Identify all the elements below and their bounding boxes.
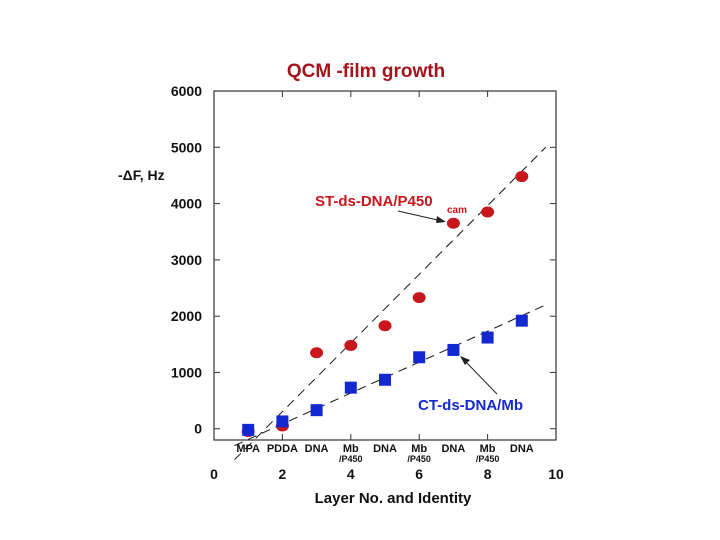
x-tick-label: 4 xyxy=(347,466,355,482)
marker-st-dsdna xyxy=(378,320,392,332)
layer-label-sub: /P450 xyxy=(339,454,363,464)
annotation-ct-dsdna-label: CT-ds-DNA/Mb xyxy=(418,397,523,414)
layer-label: DNA xyxy=(441,443,465,455)
marker-st-dsdna xyxy=(344,339,358,351)
layer-label: DNA xyxy=(373,443,397,455)
marker-st-dsdna xyxy=(481,206,495,218)
x-tick-label: 0 xyxy=(210,466,218,482)
marker-ct-dsdna xyxy=(344,381,357,394)
layer-label-sub: /P450 xyxy=(407,454,431,464)
y-axis-label: -ΔF, Hz xyxy=(118,167,165,183)
marker-ct-dsdna xyxy=(276,415,289,428)
data-markers xyxy=(241,171,529,438)
layer-identity-labels: MPA PDDA DNA Mb/P450 DNA Mb/P450 DNA Mb/P450 DNA xyxy=(236,443,533,464)
marker-st-dsdna xyxy=(310,347,324,359)
annotation-ct-dsdna-arrow xyxy=(463,359,498,395)
marker-st-dsdna xyxy=(412,292,426,304)
annotation-st-dsdna-label: ST-ds-DNA/P450 xyxy=(315,193,433,210)
y-tick-label: 2000 xyxy=(171,308,202,324)
x-tick-label: 8 xyxy=(484,466,492,482)
x-tick-label: 6 xyxy=(415,466,423,482)
layer-label: PDDA xyxy=(267,443,298,455)
x-axis-label: Layer No. and Identity xyxy=(315,490,472,507)
y-tick-label: 0 xyxy=(194,421,202,437)
marker-ct-dsdna xyxy=(310,404,323,417)
layer-label-sub: /P450 xyxy=(476,454,500,464)
marker-st-dsdna xyxy=(446,217,460,229)
layer-label: DNA xyxy=(510,443,534,455)
plot-frame xyxy=(213,90,557,441)
x-tick-label: 2 xyxy=(279,466,287,482)
marker-ct-dsdna xyxy=(515,314,528,327)
annotation-ct-dsdna-arrowhead xyxy=(460,356,470,365)
marker-ct-dsdna xyxy=(481,331,494,344)
x-tick-label: 10 xyxy=(548,466,564,482)
y-tick-label: 1000 xyxy=(171,364,202,380)
annotation-st-dsdna-subscript: cam xyxy=(447,205,467,216)
marker-ct-dsdna xyxy=(447,343,460,356)
layer-label: Mb xyxy=(343,443,359,455)
y-tick-label: 3000 xyxy=(171,252,202,268)
y-tick-label: 5000 xyxy=(171,139,202,155)
x-axis-ticks: 0 2 4 6 8 10 xyxy=(210,91,564,482)
marker-st-dsdna xyxy=(515,171,529,183)
layer-label: DNA xyxy=(305,443,329,455)
y-tick-label: 4000 xyxy=(171,196,202,212)
annotation-st-dsdna: ST-ds-DNA/P450 cam xyxy=(315,193,467,223)
y-axis-ticks: 0 1000 2000 3000 4000 5000 6000 xyxy=(171,83,556,437)
marker-ct-dsdna xyxy=(379,373,391,386)
annotation-ct-dsdna: CT-ds-DNA/Mb xyxy=(418,356,523,414)
chart-title: QCM -film growth xyxy=(287,61,445,82)
layer-label: MPA xyxy=(236,443,260,455)
layer-label: Mb xyxy=(480,443,496,455)
layer-label: Mb xyxy=(411,443,427,455)
marker-ct-dsdna xyxy=(242,423,255,436)
marker-ct-dsdna xyxy=(413,351,426,364)
annotation-st-dsdna-arrowhead xyxy=(436,216,446,223)
y-tick-label: 6000 xyxy=(171,83,202,99)
annotation-st-dsdna-arrow xyxy=(397,210,443,222)
fit-line-st-dsdna xyxy=(234,146,547,461)
